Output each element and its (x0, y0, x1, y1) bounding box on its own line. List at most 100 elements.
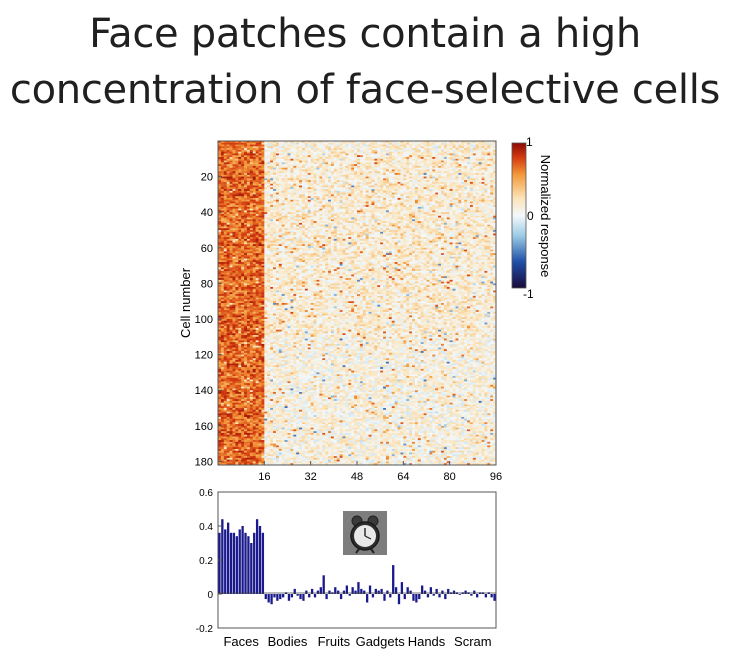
heatmap-cell (316, 222, 320, 225)
heatmap-cell (481, 189, 485, 192)
heatmap-cell (446, 178, 450, 181)
heatmap-cell (252, 215, 256, 218)
heatmap-cell (273, 185, 277, 188)
heatmap-cell (246, 230, 251, 233)
heatmap-cell (380, 165, 384, 168)
heatmap-cell (258, 153, 262, 156)
heatmap-cell (417, 197, 422, 201)
heatmap-cell (264, 151, 268, 154)
heatmap-cell (313, 151, 317, 154)
heatmap-cell (374, 171, 378, 174)
heatmap-cell (293, 212, 297, 215)
heatmap-cell (319, 173, 323, 176)
heatmap-cell (307, 222, 311, 225)
heatmap-cell (278, 226, 283, 229)
heatmap-cell (244, 153, 248, 156)
heatmap-cell (299, 164, 303, 167)
heatmap-cell (333, 176, 338, 179)
heatmap-cell (388, 222, 393, 225)
heatmap-cell (429, 164, 433, 167)
heatmap-cell (429, 203, 433, 206)
heatmap-cell (446, 185, 450, 188)
heatmap-cell (330, 181, 335, 185)
heatmap-cell (264, 158, 268, 161)
heatmap-cell (220, 180, 225, 183)
heatmap-cell (339, 208, 343, 211)
heatmap-cell (275, 158, 280, 161)
heatmap-cell (388, 141, 393, 144)
heatmap-cell (388, 165, 393, 168)
heatmap-cell (368, 155, 372, 158)
heatmap-cell (359, 206, 364, 209)
heatmap-cell (336, 192, 340, 195)
heatmap-cell (249, 174, 254, 177)
heatmap-cell (249, 196, 254, 199)
heatmap-cell (359, 171, 364, 174)
heatmap-cell (464, 148, 468, 151)
heatmap-cell (249, 144, 254, 147)
heatmap-cell (443, 196, 448, 199)
heatmap-cell (400, 180, 404, 183)
heatmap-cell (328, 174, 332, 177)
heatmap-cell (481, 153, 485, 156)
heatmap-cell (223, 213, 227, 217)
heatmap-cell (281, 192, 285, 195)
heatmap-cell (397, 174, 401, 177)
heatmap-cell (307, 158, 311, 161)
heatmap-cell (249, 173, 254, 176)
heatmap-cell (440, 183, 445, 186)
heatmap-cell (235, 230, 239, 233)
heatmap-cell (267, 206, 271, 209)
heatmap-cell (322, 141, 326, 144)
heatmap-cell (359, 226, 364, 229)
heatmap-cell (307, 144, 311, 147)
heatmap-cell (339, 141, 343, 144)
heatmap-cell (432, 203, 436, 206)
heatmap-cell (264, 226, 268, 229)
heatmap-cell (330, 176, 335, 179)
heatmap-cell (249, 162, 254, 165)
heatmap-cell (368, 212, 372, 215)
heatmap-cell (464, 141, 468, 144)
heatmap-cell (435, 173, 439, 176)
heatmap-cell (348, 162, 352, 165)
heatmap-cell (342, 199, 346, 202)
heatmap-cell (406, 153, 410, 156)
heatmap-cell (278, 228, 283, 231)
heatmap-cell (278, 165, 283, 168)
heatmap-cell (484, 215, 488, 218)
heatmap-cell (391, 201, 395, 204)
heatmap-cell (388, 173, 393, 176)
heatmap-cell (223, 228, 227, 231)
heatmap-cell (391, 158, 395, 161)
heatmap-cell (467, 201, 471, 204)
heatmap-cell (229, 180, 233, 183)
heatmap-cell (472, 189, 477, 192)
heatmap-cell (371, 192, 375, 195)
heatmap-cell (414, 178, 419, 181)
heatmap-cell (383, 203, 387, 206)
heatmap-cell (354, 208, 358, 211)
heatmap-cell (313, 169, 317, 172)
heatmap-cell (449, 194, 453, 197)
heatmap-cell (397, 167, 401, 170)
heatmap-cell (278, 190, 283, 193)
heatmap-cell (310, 160, 314, 163)
heatmap-cell (348, 221, 352, 224)
heatmap-cell (403, 224, 407, 227)
heatmap-cell (368, 224, 372, 227)
heatmap-cell (464, 231, 468, 234)
heatmap-cell (293, 206, 297, 209)
heatmap-cell (449, 217, 453, 220)
heatmap-cell (339, 222, 343, 225)
heatmap-cell (371, 230, 375, 233)
heatmap-cell (481, 219, 485, 222)
heatmap-cell (226, 142, 230, 145)
heatmap-cell (414, 160, 419, 163)
heatmap-cell (270, 203, 274, 206)
heatmap-cell (484, 206, 488, 209)
heatmap-cell (267, 148, 271, 151)
heatmap-cell (304, 205, 309, 208)
heatmap-cell (278, 192, 283, 195)
heatmap-cell (342, 178, 346, 181)
